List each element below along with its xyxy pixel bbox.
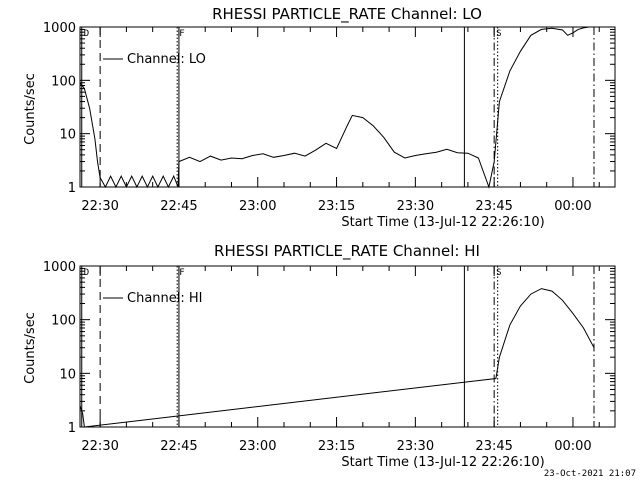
legend-label-lo: Channel: LO <box>127 52 206 67</box>
x-tick-label: 23:45 <box>475 439 512 454</box>
footer-timestamp: 23-Oct-2021 21:07 <box>544 469 636 479</box>
event-marker-label: F <box>179 268 184 278</box>
x-tick-label: 23:00 <box>239 439 276 454</box>
chart-title-hi: RHESSI PARTICLE_RATE Channel: HI <box>214 242 480 261</box>
y-tick-label: 1000 <box>43 260 76 275</box>
x-tick-label: 00:00 <box>554 439 591 454</box>
series-line <box>79 288 595 428</box>
x-tick-label: 23:15 <box>318 199 355 214</box>
plot-frame <box>79 26 616 188</box>
y-tick-label: 1 <box>68 421 76 436</box>
x-axis-label-lo: Start Time (13-Jul-12 22:26:10) <box>341 215 544 230</box>
panel-lo: RHESSI PARTICLE_RATE Channel: LO Start T… <box>23 5 616 230</box>
x-tick-label: 22:30 <box>81 199 118 214</box>
y-axis-label-hi: Counts/sec <box>23 312 38 384</box>
x-axis-label-hi: Start Time (13-Jul-12 22:26:10) <box>341 455 544 470</box>
y-tick-label: 100 <box>51 314 76 329</box>
event-marker-label: S <box>496 29 501 39</box>
y-tick-label: 100 <box>51 74 76 89</box>
y-tick-label: 1 <box>68 181 76 196</box>
chart-title-lo: RHESSI PARTICLE_RATE Channel: LO <box>212 5 482 24</box>
event-marker-label: D <box>84 29 89 39</box>
x-tick-label: 23:30 <box>397 439 434 454</box>
x-tick-label: 00:00 <box>554 199 591 214</box>
panel-hi: RHESSI PARTICLE_RATE Channel: HI Start T… <box>23 242 616 470</box>
x-tick-label: 22:45 <box>160 199 197 214</box>
x-tick-label: 23:15 <box>318 439 355 454</box>
y-axis-label-lo: Counts/sec <box>23 73 38 145</box>
legend-label-hi: Channel: HI <box>127 291 203 306</box>
event-marker-label: D <box>84 268 89 278</box>
y-tick-label: 1000 <box>43 21 76 36</box>
x-tick-label: 23:30 <box>397 199 434 214</box>
y-tick-label: 10 <box>59 128 76 143</box>
x-tick-label: 23:00 <box>239 199 276 214</box>
plot-frame <box>79 265 616 428</box>
event-marker-label: S <box>496 268 501 278</box>
x-tick-label: 22:30 <box>81 439 118 454</box>
x-tick-label: 23:45 <box>475 199 512 214</box>
y-tick-label: 10 <box>59 367 76 382</box>
x-tick-label: 22:45 <box>160 439 197 454</box>
series-line <box>79 26 594 189</box>
event-marker-label: F <box>179 29 184 39</box>
